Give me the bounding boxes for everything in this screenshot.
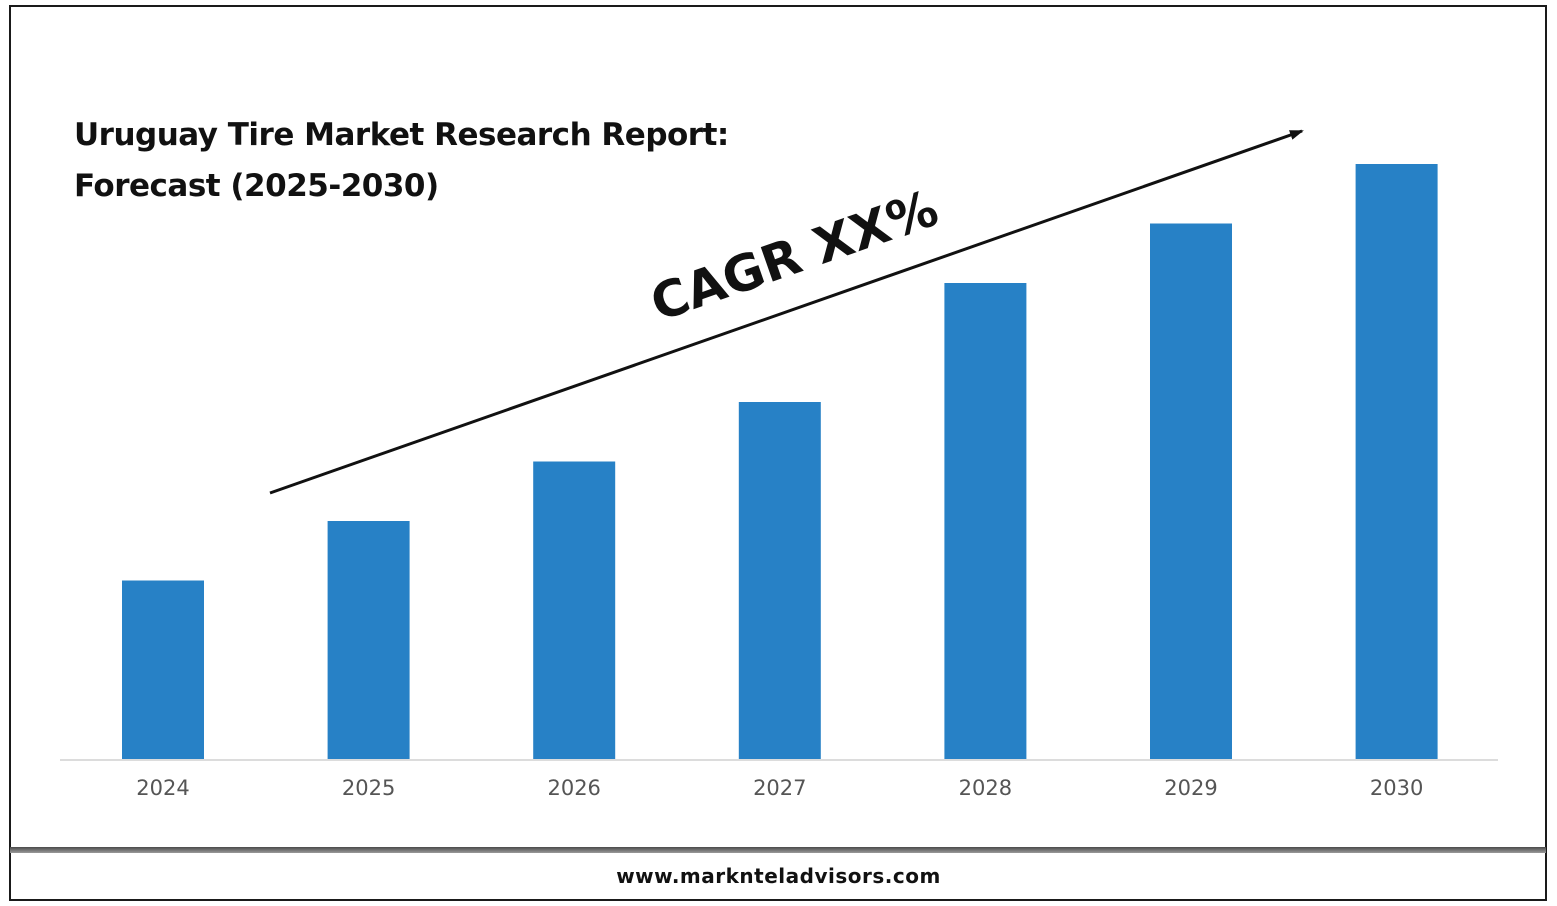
x-tick-label-2028: 2028 (959, 776, 1012, 800)
x-tick-label-2024: 2024 (136, 776, 189, 800)
bar-2030 (1355, 164, 1438, 759)
footer-divider (10, 847, 1546, 853)
bar-2029 (1150, 223, 1232, 759)
bar-2028 (944, 283, 1027, 759)
chart-title-line-2: Forecast (2025-2030) (74, 168, 439, 204)
cagr-trend-arrow (269, 129, 1304, 495)
bars-layer (122, 164, 1438, 759)
x-tick-labels: 2024 2025 2026 2027 2028 2029 2030 (136, 776, 1423, 800)
x-tick-label-2027: 2027 (753, 776, 806, 800)
x-tick-label-2029: 2029 (1164, 776, 1217, 800)
bar-2026 (533, 461, 616, 759)
bar-2027 (738, 402, 821, 759)
bar-2025 (327, 521, 410, 759)
footer-url: www.marknteladvisors.com (616, 864, 941, 888)
x-tick-label-2030: 2030 (1370, 776, 1423, 800)
bar-2024 (122, 580, 204, 759)
x-tick-label-2025: 2025 (342, 776, 395, 800)
chart-title: Uruguay Tire Market Research Report: For… (74, 110, 729, 212)
x-tick-label-2026: 2026 (547, 776, 600, 800)
chart-title-line-1: Uruguay Tire Market Research Report: (74, 117, 729, 153)
